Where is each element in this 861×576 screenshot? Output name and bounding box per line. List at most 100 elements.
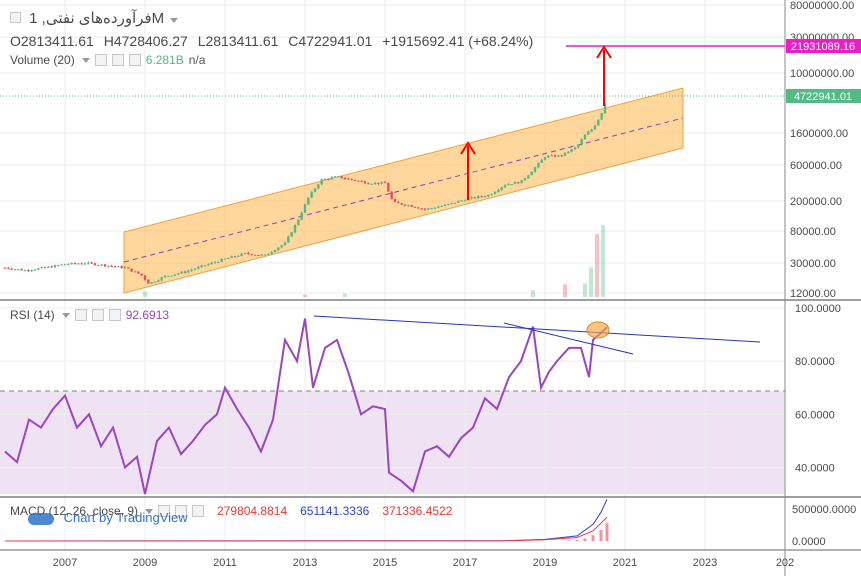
candle[interactable] — [197, 266, 200, 269]
settings-icon[interactable] — [91, 309, 104, 321]
candle[interactable] — [460, 200, 463, 202]
candle[interactable] — [73, 262, 77, 264]
candle[interactable] — [520, 180, 523, 184]
candle[interactable] — [280, 245, 283, 248]
eye-icon[interactable] — [94, 54, 107, 66]
candle[interactable] — [363, 181, 367, 184]
close-icon[interactable] — [108, 309, 121, 321]
candle[interactable] — [13, 269, 17, 271]
collapse-icon[interactable] — [10, 12, 21, 23]
candle[interactable] — [447, 203, 450, 205]
candle[interactable] — [427, 208, 430, 210]
candle[interactable] — [283, 242, 287, 246]
candle[interactable] — [20, 269, 23, 271]
candle[interactable] — [273, 250, 277, 253]
candle[interactable] — [453, 202, 457, 204]
candle[interactable] — [383, 182, 387, 184]
candle[interactable] — [550, 155, 553, 157]
candle[interactable] — [580, 139, 583, 145]
candle[interactable] — [500, 187, 503, 190]
candle[interactable] — [173, 274, 177, 276]
candle[interactable] — [307, 197, 310, 205]
candle[interactable] — [293, 225, 297, 233]
candle[interactable] — [83, 263, 87, 265]
candle[interactable] — [7, 267, 10, 269]
candle[interactable] — [463, 200, 467, 202]
candle[interactable] — [450, 202, 453, 204]
candle[interactable] — [570, 149, 573, 152]
candle[interactable] — [537, 162, 540, 168]
candle[interactable] — [367, 183, 370, 185]
candle[interactable] — [70, 262, 73, 265]
candle[interactable] — [327, 178, 330, 180]
candle[interactable] — [43, 267, 47, 269]
candle[interactable] — [320, 179, 323, 185]
eye-icon[interactable] — [158, 505, 171, 517]
candle[interactable] — [140, 273, 143, 276]
candle[interactable] — [110, 265, 113, 267]
close-icon[interactable] — [128, 54, 141, 66]
candle[interactable] — [543, 157, 547, 160]
candle[interactable] — [310, 191, 313, 198]
candle[interactable] — [417, 207, 420, 209]
candle[interactable] — [437, 206, 440, 208]
candle[interactable] — [517, 182, 520, 184]
candle[interactable] — [270, 252, 273, 254]
candle[interactable] — [287, 236, 290, 243]
candle[interactable] — [303, 204, 307, 213]
candle[interactable] — [527, 175, 530, 179]
candle[interactable] — [313, 188, 317, 192]
candle[interactable] — [540, 159, 543, 163]
candle[interactable] — [257, 254, 260, 256]
rsi-trendline-long[interactable] — [313, 315, 761, 343]
candle[interactable] — [487, 194, 490, 197]
candle[interactable] — [443, 204, 447, 207]
candle[interactable] — [203, 265, 207, 267]
candle[interactable] — [560, 155, 563, 157]
rsi-label[interactable]: RSI (14) — [10, 308, 55, 322]
candle[interactable] — [40, 267, 43, 269]
candle[interactable] — [237, 255, 240, 257]
candle[interactable] — [113, 266, 117, 268]
candle[interactable] — [213, 262, 217, 264]
candle[interactable] — [573, 147, 577, 150]
macd-signal-line[interactable] — [4, 516, 608, 542]
candle[interactable] — [490, 194, 493, 196]
candle[interactable] — [267, 253, 270, 255]
eye-icon[interactable] — [74, 309, 87, 321]
candle[interactable] — [337, 176, 340, 178]
candle[interactable] — [370, 183, 373, 185]
candle[interactable] — [183, 271, 187, 273]
chevron-down-icon[interactable] — [81, 57, 90, 63]
measure-arrow-left[interactable] — [460, 141, 476, 200]
candle[interactable] — [440, 206, 443, 208]
candle[interactable] — [137, 271, 140, 274]
candle[interactable] — [300, 212, 303, 220]
candle[interactable] — [457, 200, 460, 203]
candle[interactable] — [87, 262, 90, 264]
macd-panel[interactable] — [0, 499, 785, 550]
candle[interactable] — [503, 185, 507, 188]
rsi-trendline-short[interactable] — [503, 322, 634, 355]
candle[interactable] — [57, 265, 60, 267]
candle[interactable] — [187, 270, 190, 273]
candle[interactable] — [47, 266, 50, 268]
candle[interactable] — [470, 197, 473, 199]
candle[interactable] — [233, 256, 237, 258]
candle[interactable] — [593, 125, 597, 130]
candle[interactable] — [170, 275, 173, 277]
candle[interactable] — [347, 178, 350, 180]
candle[interactable] — [600, 113, 603, 120]
candle[interactable] — [290, 232, 293, 237]
candle[interactable] — [93, 263, 97, 266]
measure-arrow-right[interactable] — [596, 45, 612, 106]
candle[interactable] — [277, 247, 280, 251]
candle[interactable] — [153, 281, 157, 283]
candle[interactable] — [17, 269, 20, 271]
candle[interactable] — [563, 152, 567, 156]
candle[interactable] — [143, 275, 147, 280]
candle[interactable] — [523, 178, 527, 181]
candle[interactable] — [380, 182, 383, 184]
candle[interactable] — [230, 256, 233, 258]
candle[interactable] — [127, 267, 130, 269]
